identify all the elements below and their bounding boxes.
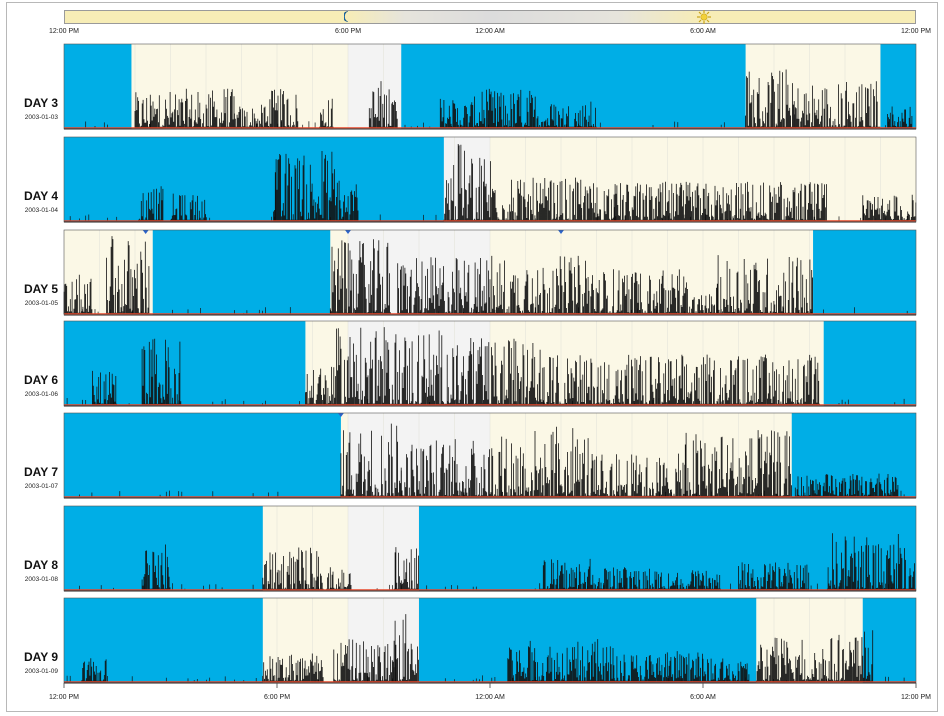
sleep-period	[152, 230, 331, 315]
sleep-period	[64, 137, 444, 222]
sleep-period	[862, 598, 916, 683]
day-date: 2003-01-05	[24, 300, 58, 307]
day-label: DAY 9	[23, 650, 58, 664]
top-tick-label: 6:00 AM	[690, 28, 716, 35]
baseline-strip	[64, 127, 916, 129]
event-marker-icon	[345, 230, 351, 234]
activity-baseline-bars	[85, 121, 889, 128]
day-label: DAY 7	[23, 465, 58, 479]
bottom-tick-label: 12:00 AM	[475, 694, 505, 701]
day-label: DAY 8	[23, 558, 58, 572]
moon-icon	[344, 11, 349, 22]
top-tick-label: 12:00 PM	[901, 28, 931, 35]
day-date: 2003-01-06	[24, 391, 58, 398]
day-date: 2003-01-09	[24, 668, 58, 675]
baseline-strip	[64, 589, 916, 591]
bottom-tick-label: 6:00 PM	[263, 694, 291, 701]
sun-icon	[697, 10, 711, 24]
top-tick-label: 12:00 PM	[49, 28, 79, 35]
activity-baseline-bars	[79, 583, 893, 590]
sleep-period	[813, 230, 916, 315]
day-label: DAY 4	[23, 189, 58, 203]
sleep-period	[880, 44, 916, 129]
top-tick-label: 12:00 AM	[475, 28, 505, 35]
day-date: 2003-01-08	[24, 576, 58, 583]
baseline-strip	[64, 404, 916, 406]
bottom-tick-label: 12:00 PM	[901, 694, 931, 701]
baseline-strip	[64, 220, 916, 222]
baseline-strip	[64, 496, 916, 498]
sleep-period	[64, 598, 263, 683]
day-date: 2003-01-04	[24, 207, 58, 214]
bottom-tick-label: 6:00 AM	[690, 694, 716, 701]
sleep-period	[64, 506, 263, 591]
day-label: DAY 6	[23, 373, 58, 387]
activity-baseline-bars	[79, 490, 905, 497]
baseline-strip	[64, 681, 916, 683]
day-date: 2003-01-07	[24, 483, 58, 490]
activity-bars	[489, 426, 590, 497]
activity-bars	[393, 614, 419, 682]
activity-bars	[684, 430, 792, 497]
sleep-period	[64, 44, 132, 129]
activity-baseline-bars	[69, 214, 908, 221]
day-label: DAY 3	[23, 96, 58, 110]
sleep-period	[64, 413, 341, 498]
baseline-strip	[64, 313, 916, 315]
day-date: 2003-01-03	[24, 114, 58, 121]
event-marker-icon	[337, 413, 344, 417]
activity-bars	[273, 151, 341, 221]
time-scrubber[interactable]	[64, 10, 916, 24]
event-marker-icon	[142, 230, 149, 234]
bottom-tick-label: 12:00 PM	[49, 694, 79, 701]
day-label: DAY 5	[23, 282, 58, 296]
sleep-period	[401, 44, 746, 129]
sleep-period	[823, 321, 916, 406]
activity-bars	[755, 182, 827, 221]
top-tick-label: 6:00 PM	[334, 28, 362, 35]
event-marker-icon	[558, 230, 564, 234]
